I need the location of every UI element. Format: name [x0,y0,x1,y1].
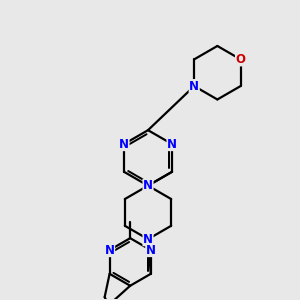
Text: N: N [105,244,115,256]
Text: N: N [143,233,153,246]
Text: N: N [167,138,177,151]
Text: O: O [236,53,245,66]
Text: N: N [119,138,129,151]
Text: N: N [146,244,156,256]
Text: N: N [189,80,199,93]
Text: N: N [143,179,153,192]
